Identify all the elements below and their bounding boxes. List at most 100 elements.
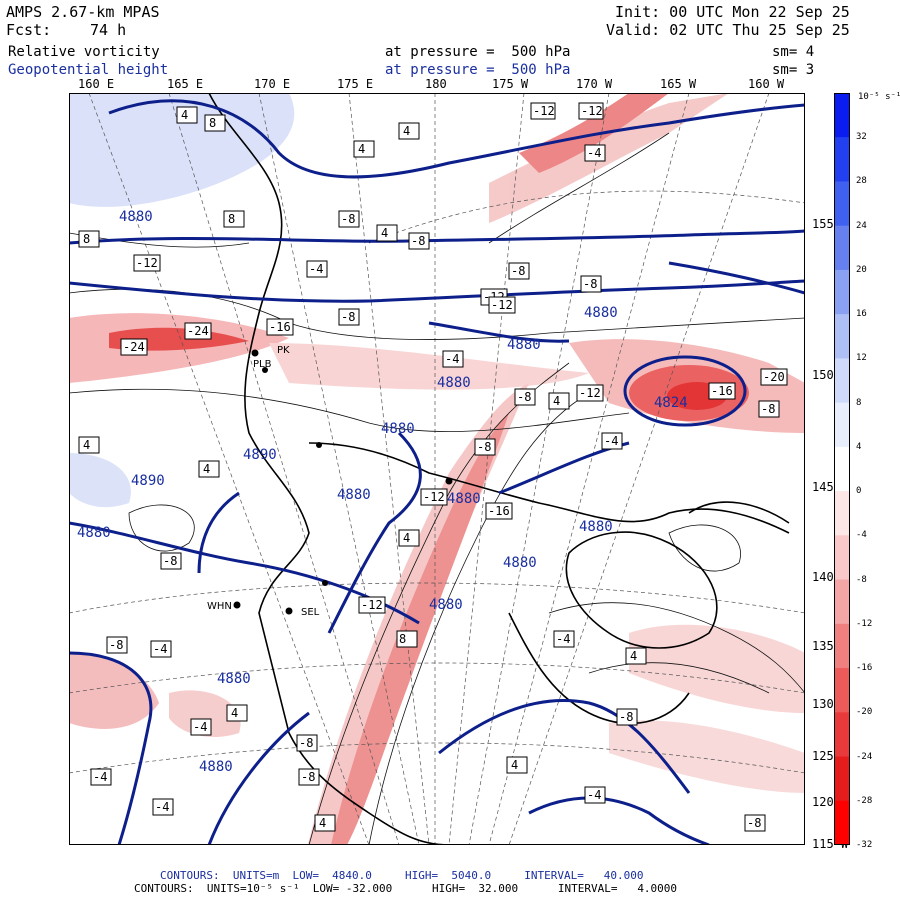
vorticity-label: -8 xyxy=(299,736,313,750)
height-label: 4890 xyxy=(243,447,277,463)
colorbar-cell xyxy=(834,712,850,758)
station-label: WHN xyxy=(207,601,232,612)
vorticity-label: -8 xyxy=(747,816,761,830)
height-label: 4880 xyxy=(77,525,111,541)
init-time: Init: 00 UTC Mon 22 Sep 25 xyxy=(615,3,850,21)
vorticity-label-layer: 4 8 4 4 -12 -12 -4 -8 8 8 4 -8 -8 -12 -4… xyxy=(78,102,788,832)
station-layer: PK PLB WHN SEL xyxy=(207,345,453,618)
vorticity-label: -4 xyxy=(309,262,323,276)
lon-label: 160 W xyxy=(748,77,785,91)
vorticity-label: -8 xyxy=(341,310,355,324)
colorbar-tick-label: 20 xyxy=(856,264,867,275)
colorbar-tick-label: -8 xyxy=(856,574,867,585)
model-title: AMPS 2.67-km MPAS xyxy=(6,3,160,21)
lon-label: 175 E xyxy=(337,77,374,91)
vorticity-label: -8 xyxy=(511,264,525,278)
vorticity-label: 4 xyxy=(358,142,365,156)
colorbar-tick-label: 4 xyxy=(856,441,862,452)
coastline xyxy=(208,93,790,845)
colorbar-tick-label: 32 xyxy=(856,132,867,143)
height-label: 4880 xyxy=(503,555,537,571)
height-label: 4880 xyxy=(337,487,371,503)
colorbar-tick-label: 12 xyxy=(856,353,867,364)
vorticity-label: 8 xyxy=(209,116,216,130)
vorticity-label: -8 xyxy=(411,234,425,248)
vorticity-label: -8 xyxy=(163,554,177,568)
vorticity-label: -12 xyxy=(136,256,158,270)
vorticity-label: 4 xyxy=(403,124,410,138)
vorticity-label: -8 xyxy=(109,638,123,652)
height-label-layer: 4880 4880 4880 4880 4880 4890 4880 4880 … xyxy=(77,209,688,775)
colorbar-cell xyxy=(834,535,850,581)
field1-smoothing: sm= 4 xyxy=(772,44,815,60)
forecast-hour: 74 h xyxy=(90,21,127,39)
footer-vorticity-contours: CONTOURS: UNITS=10⁻⁵ s⁻¹ LOW= -32.000 HI… xyxy=(134,882,678,895)
colorbar-tick-label: -28 xyxy=(856,795,873,806)
vorticity-label: -4 xyxy=(587,788,601,802)
height-label: 4880 xyxy=(584,305,618,321)
vorticity-label: -4 xyxy=(193,720,207,734)
field1-name: Relative vorticity xyxy=(8,44,160,60)
vorticity-label: 4 xyxy=(231,706,238,720)
lon-label: 165 E xyxy=(167,77,204,91)
vorticity-label: -4 xyxy=(587,146,601,160)
vorticity-label: -4 xyxy=(445,352,459,366)
vorticity-label: -4 xyxy=(556,632,570,646)
vorticity-label: 4 xyxy=(381,226,388,240)
vorticity-label: -24 xyxy=(123,340,145,354)
field2-smoothing: sm= 3 xyxy=(772,62,815,78)
height-label: 4880 xyxy=(437,375,471,391)
height-label: 4880 xyxy=(199,759,233,775)
lon-label: 180 xyxy=(425,77,447,91)
lon-label: 160 E xyxy=(78,77,115,91)
lat-lon-grid xyxy=(69,93,805,845)
station-label: PLB xyxy=(253,359,272,370)
colorbar-cell xyxy=(834,800,850,845)
vorticity-label: -16 xyxy=(488,504,510,518)
colorbar-cell xyxy=(834,579,850,625)
lon-label: 170 W xyxy=(576,77,613,91)
footer-height-contours: CONTOURS: UNITS=m LOW= 4840.0 HIGH= 5040… xyxy=(160,869,644,882)
height-label: 4880 xyxy=(447,491,481,507)
colorbar-cell xyxy=(834,623,850,669)
colorbar-cell xyxy=(834,668,850,713)
vorticity-label: -4 xyxy=(155,800,169,814)
vorticity-label: 4 xyxy=(511,758,518,772)
height-label: 4880 xyxy=(507,337,541,353)
weather-map: 4 8 4 4 -12 -12 -4 -8 8 8 4 -8 -8 -12 -4… xyxy=(69,93,805,845)
vorticity-label: -12 xyxy=(361,598,383,612)
colorbar-tick-label: -12 xyxy=(856,618,873,629)
colorbar-cell xyxy=(834,491,850,536)
station-label: SEL xyxy=(301,607,320,618)
valid-time: Valid: 02 UTC Thu 25 Sep 25 xyxy=(606,21,850,39)
vorticity-label: -12 xyxy=(533,104,555,118)
colorbar-cell xyxy=(834,402,850,448)
vorticity-label: -8 xyxy=(583,277,597,291)
colorbar-cell xyxy=(834,314,850,359)
field1-level: at pressure = 500 hPa xyxy=(385,44,571,60)
height-label: 4824 xyxy=(654,395,688,411)
height-label: 4880 xyxy=(579,519,613,535)
colorbar xyxy=(834,93,850,845)
colorbar-tick-label: -20 xyxy=(856,707,873,718)
colorbar-tick-label: -24 xyxy=(856,751,873,762)
vorticity-label: -8 xyxy=(477,440,491,454)
colorbar-cell xyxy=(834,269,850,315)
height-label: 4880 xyxy=(429,597,463,613)
colorbar-cell xyxy=(834,446,850,492)
vorticity-shading xyxy=(69,93,805,845)
vorticity-label: -16 xyxy=(269,320,291,334)
vorticity-label: 4 xyxy=(319,816,326,830)
vorticity-label: 4 xyxy=(630,649,637,663)
field2-name: Geopotential height xyxy=(8,62,169,78)
colorbar-tick-label: 16 xyxy=(856,309,867,320)
vorticity-label: -12 xyxy=(579,386,601,400)
vorticity-label: 8 xyxy=(228,212,235,226)
vorticity-label: -4 xyxy=(153,642,167,656)
vorticity-label: -8 xyxy=(619,710,633,724)
vorticity-label: 8 xyxy=(83,232,90,246)
vorticity-label: -12 xyxy=(423,490,445,504)
colorbar-tick-label: 0 xyxy=(856,486,862,497)
lon-label: 175 W xyxy=(492,77,529,91)
vorticity-label: -8 xyxy=(517,390,531,404)
